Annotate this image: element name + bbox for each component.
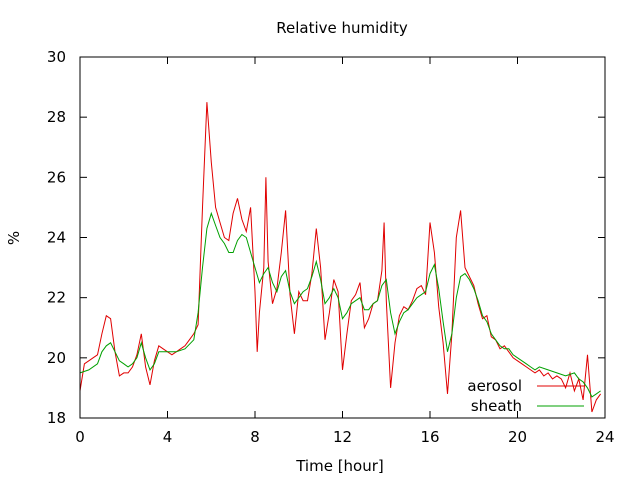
x-tick-label: 20 <box>508 428 527 446</box>
y-tick-label: 28 <box>47 108 66 126</box>
x-tick-label: 4 <box>163 428 173 446</box>
x-tick-labels: 0 4 8 12 16 20 24 <box>75 428 614 446</box>
x-tick-label: 8 <box>250 428 260 446</box>
y-tick-label: 30 <box>47 48 66 66</box>
x-tick-label: 16 <box>420 428 439 446</box>
x-tick-label: 0 <box>75 428 85 446</box>
y-axis-label: % <box>5 231 23 245</box>
series-line-sheath <box>79 211 601 398</box>
y-tick-label: 24 <box>47 229 66 247</box>
series-line-aerosol <box>79 102 602 413</box>
plot-series <box>79 102 602 413</box>
y-tick-label: 18 <box>47 409 66 427</box>
legend-label-sheath: sheath <box>471 397 522 415</box>
y-tick-label: 22 <box>47 289 66 307</box>
y-tick-label: 20 <box>47 349 66 367</box>
legend: aerosol sheath <box>467 377 584 415</box>
axis-ticks <box>79 56 606 419</box>
x-tick-label: 24 <box>595 428 614 446</box>
legend-label-aerosol: aerosol <box>467 377 522 395</box>
x-tick-label: 12 <box>333 428 352 446</box>
y-tick-labels: 18 20 22 24 26 28 30 <box>47 48 66 427</box>
y-tick-label: 26 <box>47 168 66 186</box>
chart-title: Relative humidity <box>276 19 408 37</box>
x-axis-label: Time [hour] <box>295 457 384 475</box>
